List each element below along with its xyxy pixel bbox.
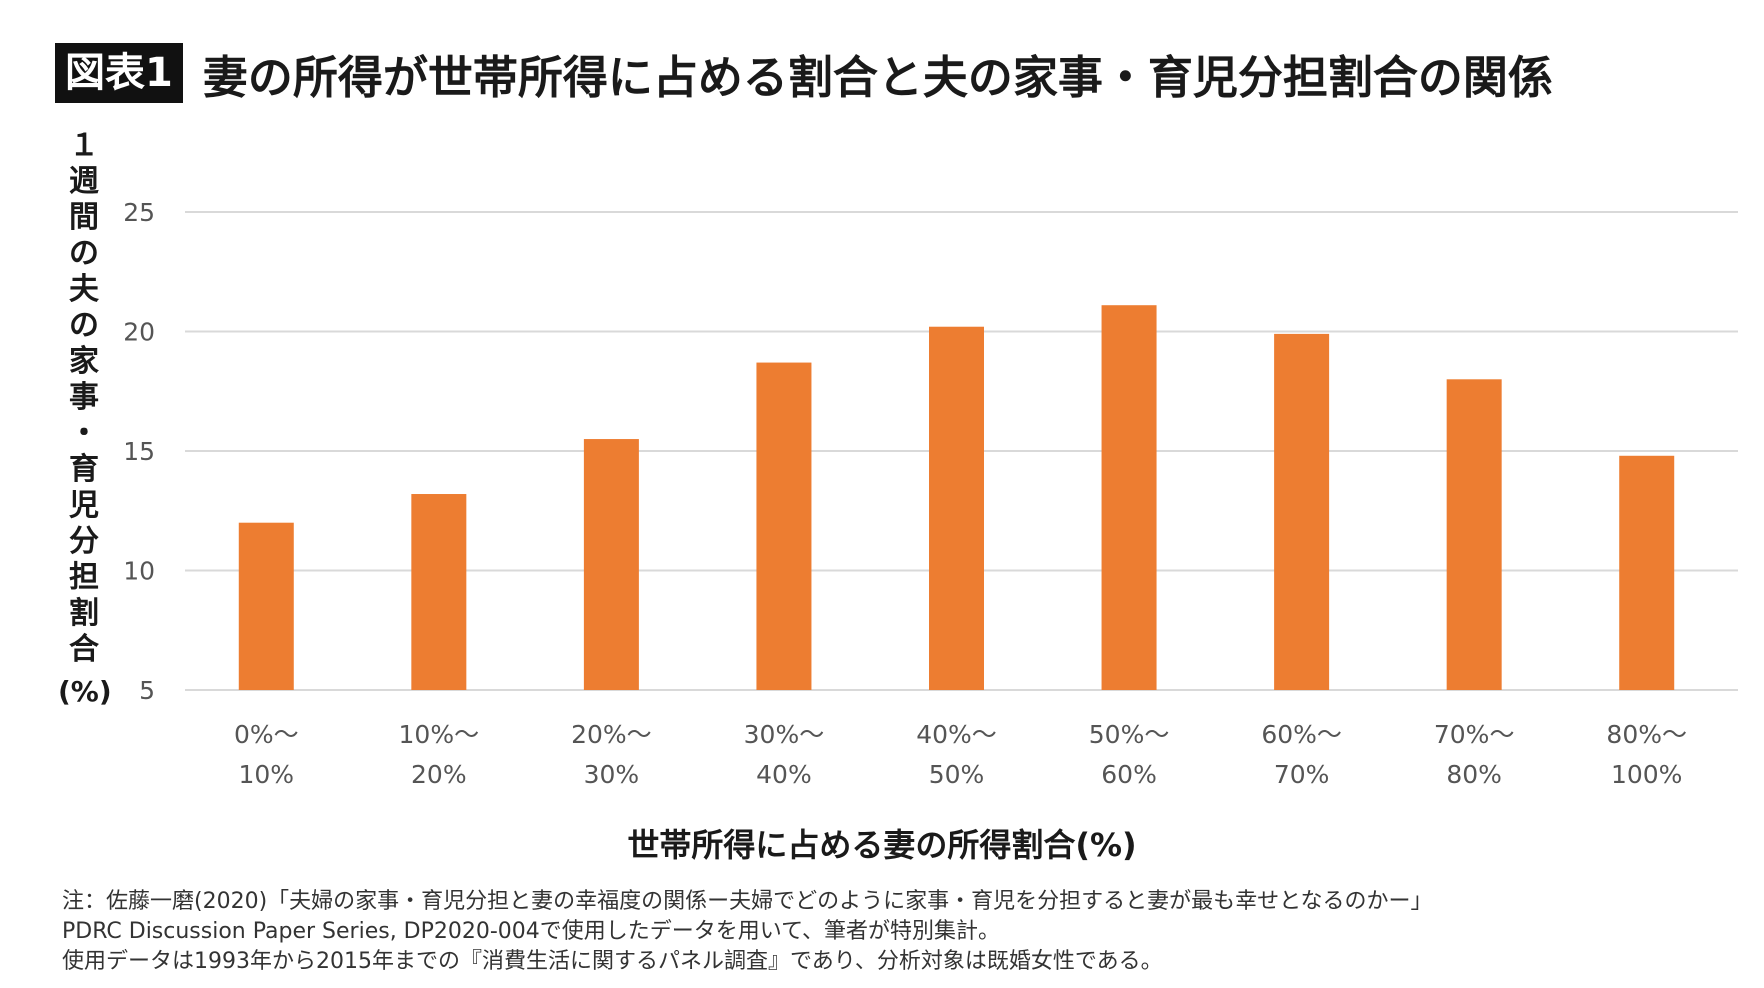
x-tick-label: 60%〜	[1261, 720, 1342, 749]
chart-title-row: 図表1 妻の所得が世帯所得に占める割合と夫の家事・育児分担割合の関係	[55, 42, 1553, 104]
bar	[1101, 305, 1157, 690]
figure-number-badge: 図表1	[55, 43, 183, 103]
x-tick-label: 80%	[1446, 760, 1502, 789]
y-tick-label: 10	[123, 557, 155, 586]
y-axis-label-char: 育	[69, 452, 99, 487]
y-axis-label-char: 家	[69, 344, 99, 379]
x-tick-label: 20%	[411, 760, 467, 789]
x-tick-label: 100%	[1611, 760, 1682, 789]
footnote: 注：佐藤一磨(2020)「夫婦の家事・育児分担と妻の幸福度の関係ー夫婦でどのよう…	[62, 887, 1433, 977]
bar	[756, 362, 812, 690]
x-tick-label: 50%	[929, 760, 985, 789]
bar	[1446, 379, 1502, 690]
y-tick-label: 5	[139, 676, 155, 705]
footnote-line: 注：佐藤一磨(2020)「夫婦の家事・育児分担と妻の幸福度の関係ー夫婦でどのよう…	[62, 889, 1433, 914]
y-axis-label-char: ・	[69, 416, 99, 451]
bar	[1619, 455, 1675, 690]
x-tick-label: 70%〜	[1434, 720, 1515, 749]
y-axis-label-char: 担	[69, 560, 99, 595]
x-tick-label: 70%	[1274, 760, 1330, 789]
bar	[1274, 333, 1330, 690]
footnote-line: 使用データは1993年から2015年までの『消費生活に関するパネル調査』であり、…	[62, 949, 1163, 974]
y-axis-unit: (%)	[58, 675, 112, 708]
bar	[929, 326, 984, 690]
bar	[583, 439, 639, 690]
y-axis-label-char: 週	[69, 164, 99, 199]
x-tick-label: 80%〜	[1606, 720, 1687, 749]
x-tick-label: 30%〜	[744, 720, 825, 749]
y-axis-label-char: 間	[69, 200, 99, 235]
x-tick-label: 30%	[584, 760, 640, 789]
y-axis-label-char: 児	[69, 488, 99, 523]
y-axis-label-char: 夫	[69, 272, 99, 307]
bar	[238, 522, 294, 690]
x-tick-label: 40%	[756, 760, 812, 789]
x-tick-label: 10%	[238, 760, 294, 789]
footnote-line: PDRC Discussion Paper Series, DP2020-004…	[62, 919, 1001, 944]
y-axis-label-char: １	[69, 128, 99, 163]
y-axis-label-char: 事	[69, 380, 99, 415]
y-tick-label: 20	[123, 318, 155, 347]
bar	[411, 494, 467, 690]
y-axis-label-char: 合	[69, 632, 99, 667]
chart-title: 妻の所得が世帯所得に占める割合と夫の家事・育児分担割合の関係	[202, 50, 1553, 104]
y-axis-label-char: 分	[69, 524, 99, 559]
x-tick-label: 20%〜	[571, 720, 652, 749]
y-tick-label: 15	[123, 437, 155, 466]
x-tick-label: 50%〜	[1089, 720, 1170, 749]
x-tick-label: 10%〜	[399, 720, 480, 749]
bar-chart: 5 10 15 20 25 0%〜 10% 10%〜 20% 20%〜 30% 30%〜 40% 40%〜…	[123, 198, 1738, 789]
x-tick-label: 60%	[1101, 760, 1157, 789]
y-axis-label-char: の	[69, 236, 99, 271]
y-axis-label-char: 割	[69, 596, 99, 631]
x-axis-label: 世帯所得に占める妻の所得割合(%)	[627, 826, 1137, 864]
y-axis-label: １ 週間の夫の家事・育児分担割合 (%)	[58, 128, 112, 710]
y-axis-label-char: の	[69, 308, 99, 343]
x-tick-label: 40%〜	[916, 720, 997, 749]
y-tick-label: 25	[123, 198, 155, 227]
x-tick-label: 0%〜	[234, 720, 299, 749]
